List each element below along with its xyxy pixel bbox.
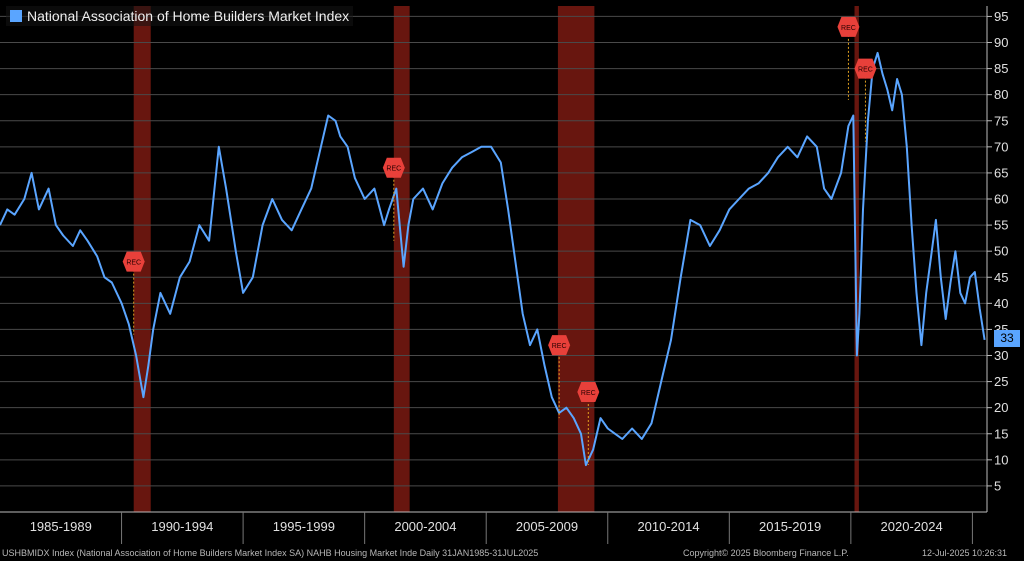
y-tick-label: 45 (994, 270, 1008, 285)
y-tick-label: 15 (994, 426, 1008, 441)
chart-legend: National Association of Home Builders Ma… (6, 6, 354, 26)
recession-marker-label: REC (841, 25, 856, 32)
footer-timestamp: 12-Jul-2025 10:26:31 (922, 548, 1008, 558)
y-tick-label: 5 (994, 478, 1001, 493)
y-tick-label: 55 (994, 218, 1008, 233)
y-tick-label: 80 (994, 87, 1008, 102)
chart-title: National Association of Home Builders Ma… (27, 8, 350, 24)
x-period-label: 2010-2014 (637, 519, 699, 534)
recession-marker (854, 58, 877, 79)
y-tick-label: 70 (994, 139, 1008, 154)
y-tick-label: 10 (994, 452, 1008, 467)
recession-markers: REC REC REC REC REC REC (122, 16, 877, 466)
recession-marker (122, 251, 145, 272)
recession-band (557, 6, 595, 512)
y-tick-label: 65 (994, 165, 1008, 180)
x-period-label: 1985-1989 (30, 519, 92, 534)
series-line (0, 51, 986, 467)
recession-marker (548, 335, 571, 356)
recession-marker-label: REC (552, 343, 567, 350)
y-tick-label: 50 (994, 244, 1008, 259)
y-tick-label: 30 (994, 348, 1008, 363)
x-period-label: 2005-2009 (516, 519, 578, 534)
y-tick-label: 95 (994, 9, 1008, 24)
recession-marker-label: REC (581, 390, 596, 397)
footer-copyright: Copyright© 2025 Bloomberg Finance L.P. (683, 548, 849, 558)
y-tick-label: 25 (994, 374, 1008, 389)
recession-band (854, 6, 859, 512)
recession-marker (382, 157, 405, 178)
chart-footer: USHBMIDX Index (National Association of … (0, 545, 1024, 561)
x-period-label: 1995-1999 (273, 519, 335, 534)
series-layer (0, 51, 986, 467)
legend-swatch (10, 10, 22, 22)
recession-marker (837, 16, 860, 37)
recession-marker-label: REC (126, 260, 141, 267)
footer-source: USHBMIDX Index (National Association of … (2, 548, 539, 558)
y-tick-label: 75 (994, 113, 1008, 128)
x-period-label: 2000-2004 (394, 519, 456, 534)
recession-band (393, 6, 410, 512)
recession-marker-label: REC (858, 67, 873, 74)
recession-marker-label: REC (386, 166, 401, 173)
y-tick-label: 20 (994, 400, 1008, 415)
x-period-label: 1990-1994 (151, 519, 213, 534)
last-value-badge: 33 (994, 330, 1020, 347)
y-tick-label: 60 (994, 192, 1008, 207)
x-period-label: 2020-2024 (881, 519, 943, 534)
y-tick-label: 85 (994, 61, 1008, 76)
grid-lines (0, 15, 987, 487)
y-tick-label: 40 (994, 296, 1008, 311)
recession-bands (133, 6, 859, 512)
recession-marker (577, 382, 600, 403)
x-period-label: 2015-2019 (759, 519, 821, 534)
y-tick-label: 90 (994, 35, 1008, 50)
